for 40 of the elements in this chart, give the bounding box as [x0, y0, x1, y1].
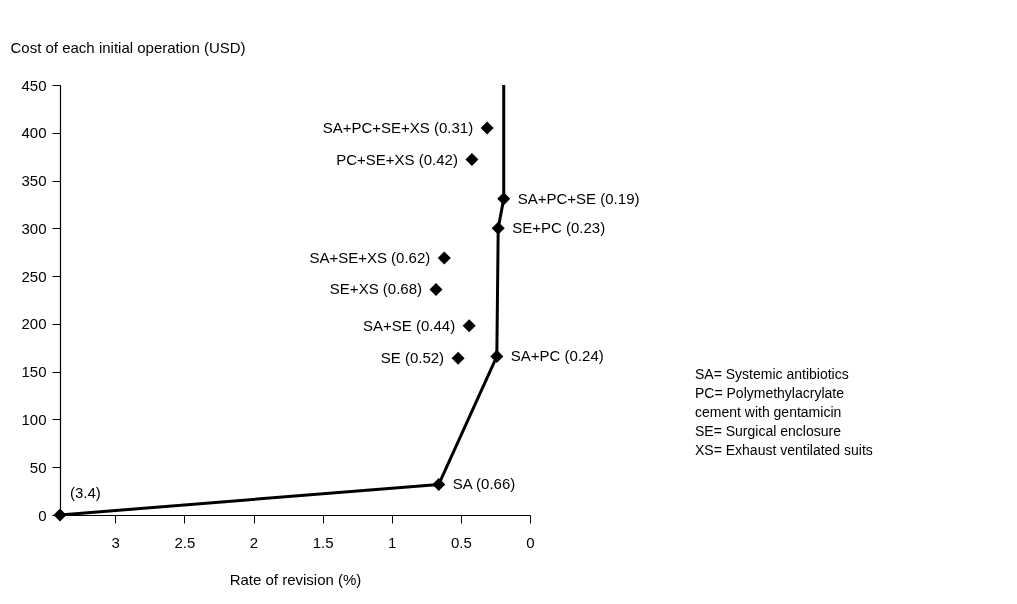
y-tick-label: 150: [21, 363, 47, 381]
annotation: SA+PC+SE+XS (0.31): [322, 119, 474, 136]
y-tick-label: 50: [29, 458, 47, 476]
y-axis-title: Cost of each initial operation (USD): [10, 38, 246, 56]
x-tick-label: 3: [111, 533, 120, 551]
x-tick-label: 2.5: [174, 533, 196, 551]
x-axis-title: Rate of revision (%): [229, 570, 362, 588]
annotation: SE+PC (0.23): [512, 219, 606, 237]
y-tick-label: 400: [21, 124, 47, 142]
y-tick-label: 100: [21, 410, 47, 428]
point: [451, 351, 465, 365]
text: PC= Polymethylacrylate cement with gentamicin: [695, 385, 845, 420]
point: [462, 319, 476, 333]
text: XS= Exhaust ventilated suits: [695, 442, 873, 458]
annotation: SA+SE+XS (0.62): [309, 248, 431, 266]
text: SA= Systemic antibiotics: [695, 366, 849, 382]
text: SE= Surgical enclosure: [695, 423, 842, 439]
y-tick-label: 200: [21, 315, 47, 333]
point: [480, 121, 494, 135]
x-tick-label: 1: [388, 533, 397, 551]
y-tick-label: 250: [21, 267, 47, 285]
x-tick-label: 0: [526, 533, 535, 551]
x-tick-label: 0.5: [450, 533, 472, 551]
annotation: SE+XS (0.68): [329, 280, 422, 298]
point: [465, 153, 479, 167]
x-tick-label: 1.5: [312, 533, 334, 551]
y-tick-label: 300: [21, 219, 47, 237]
point: [437, 251, 451, 265]
annotation: PC+SE+XS (0.42): [336, 150, 458, 168]
y-tick-label: 350: [21, 172, 47, 190]
annotation: SA+PC (0.24): [510, 347, 604, 365]
annotation: SA+PC+SE (0.19): [517, 189, 640, 207]
y-tick-label: 0: [38, 506, 47, 524]
annotation: SA+SE (0.44): [363, 316, 456, 334]
annotation: (3.4): [70, 484, 101, 501]
point: [429, 282, 443, 297]
y-tick-label: 450: [21, 76, 47, 94]
annotation: SE (0.52): [380, 349, 445, 367]
x-tick-label: 2: [249, 533, 259, 551]
annotation: SA (0.66): [452, 475, 516, 493]
